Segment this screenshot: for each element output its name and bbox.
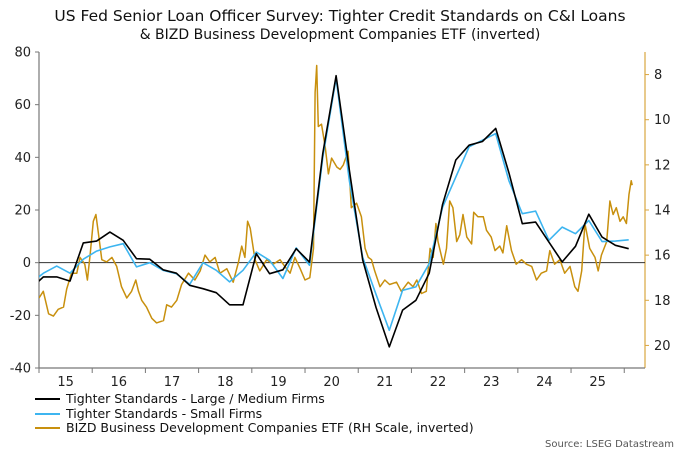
legend-item-large-firms: Tighter Standards - Large / Medium Firms <box>35 391 474 407</box>
legend-swatch <box>35 427 60 430</box>
left-tick-label: 80 <box>14 46 31 61</box>
legend-label: BIZD Business Development Companies ETF … <box>66 420 474 436</box>
left-tick-label: 0 <box>23 256 31 271</box>
x-tick-label: 19 <box>270 375 287 390</box>
x-tick-label: 15 <box>57 375 74 390</box>
series-line-0 <box>39 74 629 348</box>
legend-swatch <box>35 412 60 415</box>
x-tick-label: 16 <box>111 375 128 390</box>
x-tick-label: 23 <box>483 375 500 390</box>
x-tick-label: 24 <box>536 375 553 390</box>
legend-label: Tighter Standards - Small Firms <box>66 405 263 421</box>
series-group <box>39 64 633 348</box>
right-tick-label: 10 <box>654 113 671 128</box>
legend-swatch <box>35 398 60 401</box>
left-tick-label: 60 <box>14 98 31 113</box>
chart-subtitle: & BIZD Business Development Companies ET… <box>139 27 541 43</box>
legend-label: Tighter Standards - Large / Medium Firms <box>66 391 325 406</box>
right-tick-label: 8 <box>654 68 662 83</box>
right-tick-label: 14 <box>654 204 671 219</box>
source-note: Source: LSEG Datastream <box>545 439 674 450</box>
x-tick-label: 20 <box>323 375 340 390</box>
x-tick-label: 17 <box>164 375 181 390</box>
legend: Tighter Standards - Large / Medium Firms… <box>35 391 474 436</box>
left-tick-label: -40 <box>10 362 31 377</box>
right-tick-label: 16 <box>654 249 671 264</box>
right-tick-label: 20 <box>654 339 671 354</box>
series-line-2 <box>39 64 633 324</box>
x-tick-label: 21 <box>377 375 394 390</box>
x-tick-label: 18 <box>217 375 234 390</box>
chart-title: US Fed Senior Loan Officer Survey: Tight… <box>54 7 626 25</box>
right-tick-label: 12 <box>654 158 671 173</box>
right-tick-label: 18 <box>654 294 671 309</box>
left-tick-label: 20 <box>14 204 31 219</box>
x-tick-label: 22 <box>430 375 447 390</box>
legend-item-bizd: BIZD Business Development Companies ETF … <box>35 421 474 436</box>
left-tick-label: -20 <box>10 309 31 324</box>
legend-item-small-firms: Tighter Standards - Small Firms <box>35 405 474 422</box>
x-tick-label: 25 <box>589 375 606 390</box>
left-tick-label: 40 <box>14 151 31 166</box>
